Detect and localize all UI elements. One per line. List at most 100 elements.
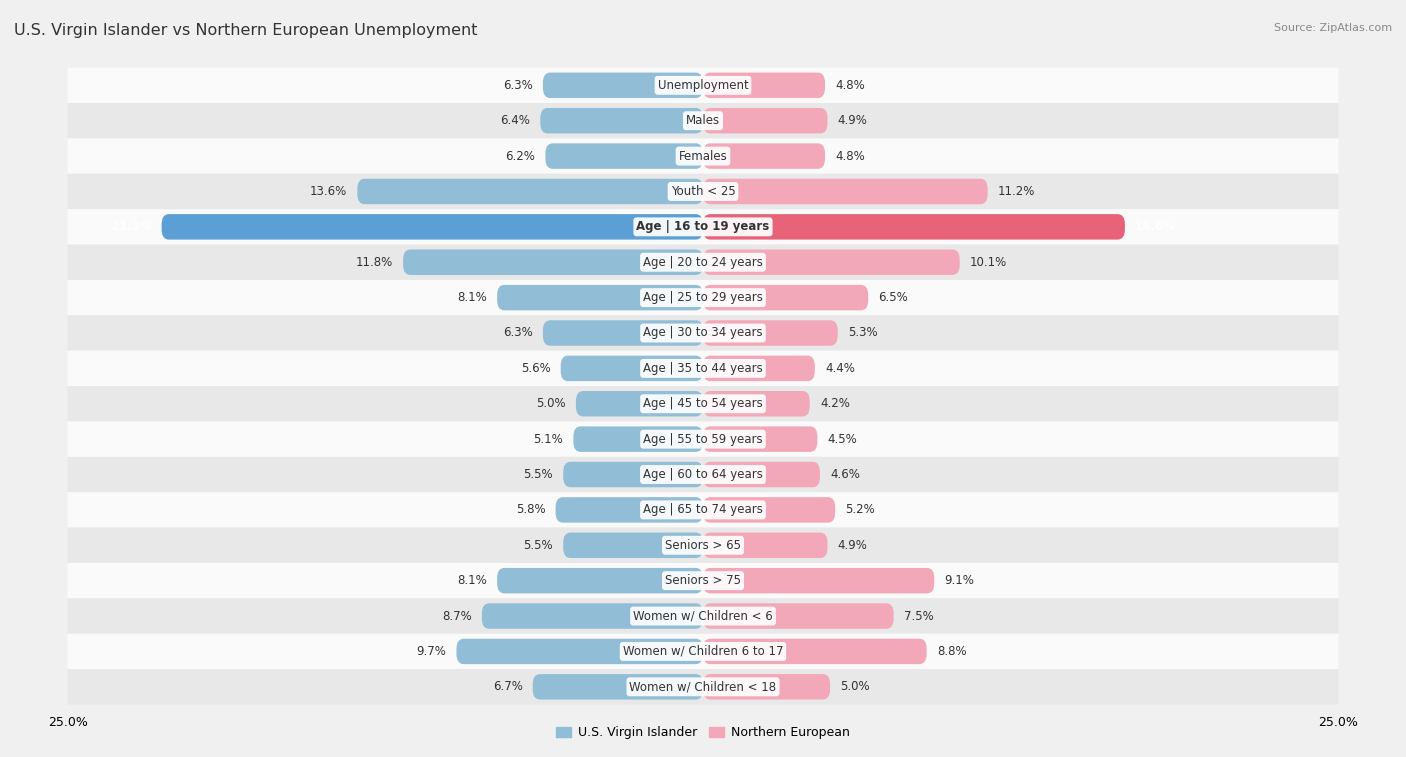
- Text: 8.8%: 8.8%: [936, 645, 966, 658]
- FancyBboxPatch shape: [543, 73, 703, 98]
- FancyBboxPatch shape: [703, 497, 835, 522]
- Text: 4.8%: 4.8%: [835, 150, 865, 163]
- FancyBboxPatch shape: [703, 179, 987, 204]
- FancyBboxPatch shape: [533, 674, 703, 699]
- FancyBboxPatch shape: [67, 245, 1339, 280]
- Text: Age | 30 to 34 years: Age | 30 to 34 years: [643, 326, 763, 339]
- Text: 5.1%: 5.1%: [533, 433, 564, 446]
- Text: 4.5%: 4.5%: [828, 433, 858, 446]
- FancyBboxPatch shape: [564, 533, 703, 558]
- FancyBboxPatch shape: [543, 320, 703, 346]
- Text: 6.7%: 6.7%: [492, 681, 523, 693]
- Text: U.S. Virgin Islander vs Northern European Unemployment: U.S. Virgin Islander vs Northern Europea…: [14, 23, 478, 38]
- Text: Males: Males: [686, 114, 720, 127]
- Text: Seniors > 65: Seniors > 65: [665, 539, 741, 552]
- FancyBboxPatch shape: [67, 139, 1339, 174]
- FancyBboxPatch shape: [546, 143, 703, 169]
- FancyBboxPatch shape: [703, 285, 868, 310]
- FancyBboxPatch shape: [67, 563, 1339, 598]
- FancyBboxPatch shape: [703, 391, 810, 416]
- Text: 21.3%: 21.3%: [111, 220, 152, 233]
- Text: 6.5%: 6.5%: [879, 291, 908, 304]
- Text: Age | 16 to 19 years: Age | 16 to 19 years: [637, 220, 769, 233]
- Text: 5.8%: 5.8%: [516, 503, 546, 516]
- FancyBboxPatch shape: [67, 492, 1339, 528]
- Text: 11.8%: 11.8%: [356, 256, 392, 269]
- FancyBboxPatch shape: [357, 179, 703, 204]
- Text: 4.9%: 4.9%: [838, 539, 868, 552]
- Text: 4.9%: 4.9%: [838, 114, 868, 127]
- FancyBboxPatch shape: [67, 316, 1339, 350]
- Text: 6.4%: 6.4%: [501, 114, 530, 127]
- FancyBboxPatch shape: [67, 103, 1339, 139]
- FancyBboxPatch shape: [67, 280, 1339, 316]
- Text: 6.2%: 6.2%: [505, 150, 536, 163]
- FancyBboxPatch shape: [498, 285, 703, 310]
- Text: Age | 45 to 54 years: Age | 45 to 54 years: [643, 397, 763, 410]
- FancyBboxPatch shape: [564, 462, 703, 488]
- Text: Seniors > 75: Seniors > 75: [665, 574, 741, 587]
- FancyBboxPatch shape: [482, 603, 703, 629]
- FancyBboxPatch shape: [67, 634, 1339, 669]
- FancyBboxPatch shape: [67, 67, 1339, 103]
- Text: 5.5%: 5.5%: [523, 468, 553, 481]
- Text: 4.8%: 4.8%: [835, 79, 865, 92]
- Text: 7.5%: 7.5%: [904, 609, 934, 622]
- FancyBboxPatch shape: [540, 108, 703, 133]
- Text: Youth < 25: Youth < 25: [671, 185, 735, 198]
- Text: Source: ZipAtlas.com: Source: ZipAtlas.com: [1274, 23, 1392, 33]
- Text: Unemployment: Unemployment: [658, 79, 748, 92]
- Text: 8.7%: 8.7%: [441, 609, 471, 622]
- Text: 8.1%: 8.1%: [457, 574, 486, 587]
- FancyBboxPatch shape: [703, 603, 894, 629]
- Text: 5.3%: 5.3%: [848, 326, 877, 339]
- FancyBboxPatch shape: [67, 422, 1339, 456]
- FancyBboxPatch shape: [703, 639, 927, 664]
- Text: Age | 60 to 64 years: Age | 60 to 64 years: [643, 468, 763, 481]
- Text: 10.1%: 10.1%: [970, 256, 1007, 269]
- Text: Women w/ Children < 18: Women w/ Children < 18: [630, 681, 776, 693]
- Text: 5.0%: 5.0%: [841, 681, 870, 693]
- FancyBboxPatch shape: [162, 214, 703, 239]
- Text: 9.1%: 9.1%: [945, 574, 974, 587]
- Text: Age | 25 to 29 years: Age | 25 to 29 years: [643, 291, 763, 304]
- Text: 6.3%: 6.3%: [503, 326, 533, 339]
- FancyBboxPatch shape: [703, 143, 825, 169]
- FancyBboxPatch shape: [576, 391, 703, 416]
- Legend: U.S. Virgin Islander, Northern European: U.S. Virgin Islander, Northern European: [551, 721, 855, 744]
- Text: 5.0%: 5.0%: [536, 397, 565, 410]
- FancyBboxPatch shape: [703, 214, 1125, 239]
- Text: 5.6%: 5.6%: [520, 362, 551, 375]
- Text: 13.6%: 13.6%: [309, 185, 347, 198]
- FancyBboxPatch shape: [703, 250, 960, 275]
- Text: 6.3%: 6.3%: [503, 79, 533, 92]
- FancyBboxPatch shape: [703, 426, 817, 452]
- Text: 16.6%: 16.6%: [1135, 220, 1175, 233]
- FancyBboxPatch shape: [555, 497, 703, 522]
- Text: Age | 35 to 44 years: Age | 35 to 44 years: [643, 362, 763, 375]
- Text: 4.4%: 4.4%: [825, 362, 855, 375]
- Text: 9.7%: 9.7%: [416, 645, 446, 658]
- FancyBboxPatch shape: [703, 533, 828, 558]
- FancyBboxPatch shape: [703, 356, 815, 381]
- Text: Women w/ Children < 6: Women w/ Children < 6: [633, 609, 773, 622]
- Text: Females: Females: [679, 150, 727, 163]
- FancyBboxPatch shape: [457, 639, 703, 664]
- FancyBboxPatch shape: [561, 356, 703, 381]
- Text: Age | 20 to 24 years: Age | 20 to 24 years: [643, 256, 763, 269]
- Text: 5.2%: 5.2%: [845, 503, 875, 516]
- Text: 8.1%: 8.1%: [457, 291, 486, 304]
- FancyBboxPatch shape: [703, 108, 828, 133]
- FancyBboxPatch shape: [498, 568, 703, 593]
- FancyBboxPatch shape: [67, 350, 1339, 386]
- FancyBboxPatch shape: [703, 73, 825, 98]
- FancyBboxPatch shape: [703, 674, 830, 699]
- FancyBboxPatch shape: [67, 209, 1339, 245]
- FancyBboxPatch shape: [574, 426, 703, 452]
- FancyBboxPatch shape: [703, 462, 820, 488]
- FancyBboxPatch shape: [67, 598, 1339, 634]
- Text: 4.6%: 4.6%: [830, 468, 860, 481]
- FancyBboxPatch shape: [67, 456, 1339, 492]
- Text: Age | 65 to 74 years: Age | 65 to 74 years: [643, 503, 763, 516]
- FancyBboxPatch shape: [67, 174, 1339, 209]
